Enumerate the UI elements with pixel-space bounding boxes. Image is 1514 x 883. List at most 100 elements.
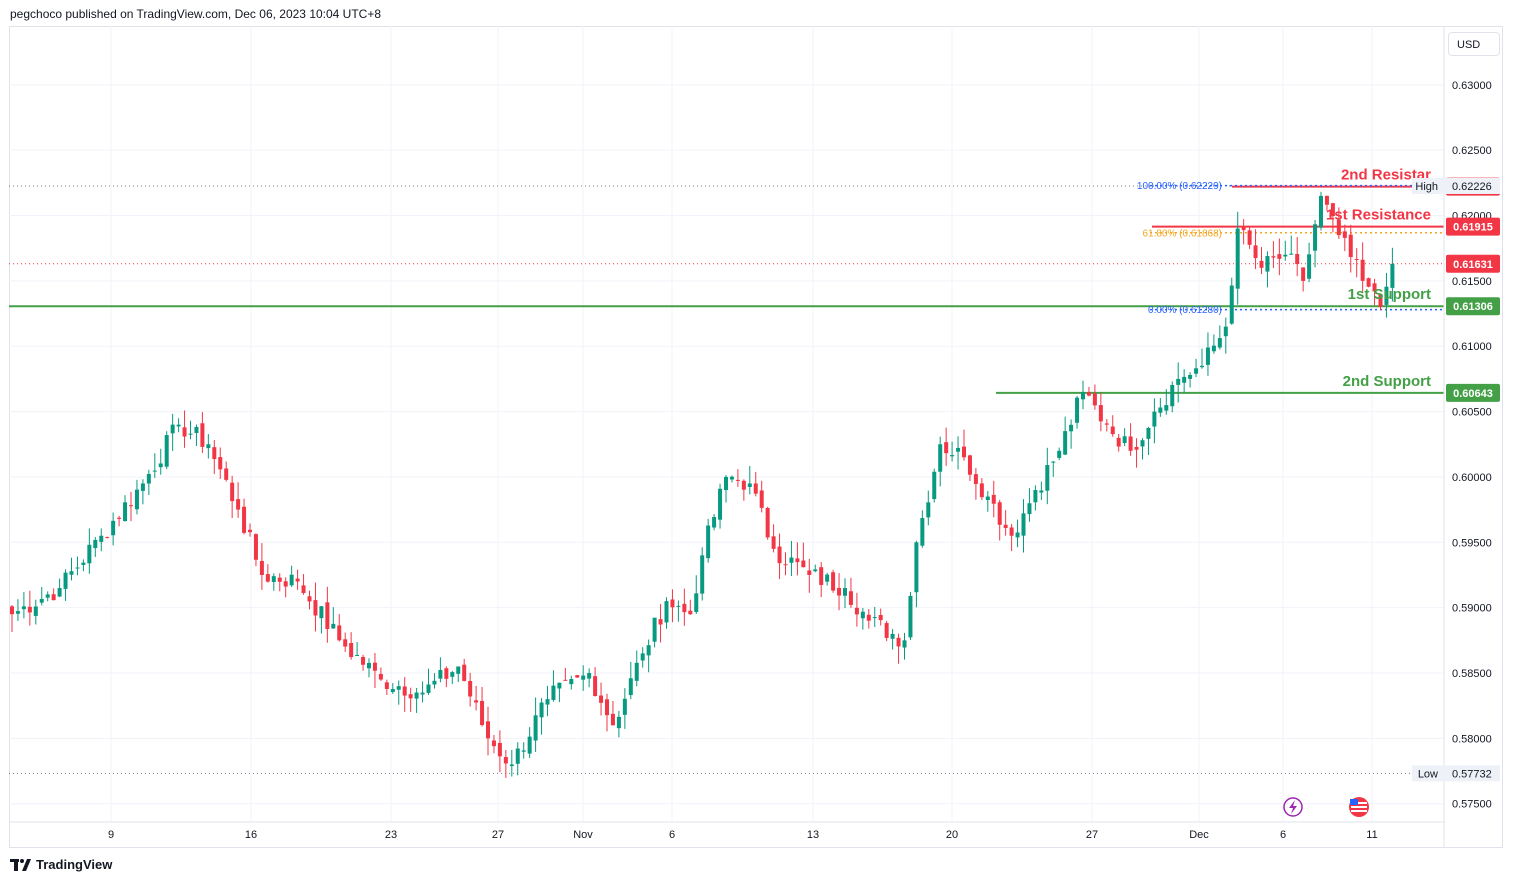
tradingview-footer[interactable]: TradingView <box>10 857 112 872</box>
candle <box>408 687 413 712</box>
candle <box>759 480 764 513</box>
candle <box>807 558 812 593</box>
candle <box>1063 416 1068 456</box>
candle <box>789 540 794 576</box>
candle <box>622 688 627 729</box>
price-tag: 0.61915 <box>1446 217 1500 236</box>
candle <box>105 536 110 539</box>
candle <box>575 674 580 678</box>
candle <box>33 599 38 625</box>
candle <box>1110 415 1115 437</box>
candle <box>367 658 371 678</box>
x-tick-label: 13 <box>807 829 819 841</box>
candle <box>349 632 354 660</box>
candle <box>295 569 300 590</box>
candle <box>39 586 44 606</box>
candle <box>1342 224 1347 252</box>
lightning-icon[interactable] <box>1283 797 1303 817</box>
candle <box>1015 519 1020 548</box>
candle <box>973 467 978 500</box>
candle <box>1200 348 1204 369</box>
candle <box>878 608 883 626</box>
candle <box>1176 362 1181 403</box>
candle <box>331 607 336 629</box>
candle <box>837 573 842 611</box>
brand-name: TradingView <box>36 857 113 872</box>
candle <box>1182 369 1187 393</box>
candle <box>1140 438 1145 460</box>
candle <box>569 675 574 690</box>
candle <box>735 469 740 487</box>
candle <box>1229 277 1234 325</box>
candle <box>747 466 752 495</box>
candle <box>908 591 913 641</box>
svg-text:0.61915: 0.61915 <box>1453 222 1493 234</box>
svg-text:Low: Low <box>1418 768 1438 780</box>
candle <box>378 667 383 682</box>
candle <box>57 578 62 598</box>
candle <box>1188 372 1193 388</box>
candle <box>991 480 996 518</box>
candle <box>75 556 80 576</box>
candle <box>605 693 609 732</box>
x-tick-label: 11 <box>1366 829 1377 841</box>
candle <box>1265 251 1270 288</box>
candle <box>706 518 711 563</box>
candle <box>1205 332 1210 376</box>
level-label: 1st Support <box>1348 286 1431 303</box>
candle <box>848 577 853 608</box>
candle <box>587 668 592 688</box>
candle <box>872 606 877 627</box>
candle <box>843 578 847 609</box>
candle <box>521 742 526 759</box>
candle <box>914 540 919 608</box>
candle <box>361 654 366 671</box>
candle <box>1057 447 1062 461</box>
candle <box>146 469 151 496</box>
svg-text:0.62226: 0.62226 <box>1452 181 1492 193</box>
candle <box>140 479 145 505</box>
candle <box>515 742 520 776</box>
candle <box>414 687 419 713</box>
candle <box>1354 248 1359 278</box>
candle <box>450 670 455 685</box>
candle <box>27 590 32 626</box>
candle <box>491 734 496 754</box>
candle <box>563 667 568 681</box>
candle <box>480 686 485 727</box>
candle <box>343 632 348 652</box>
candle <box>1009 524 1014 552</box>
candle <box>599 682 604 716</box>
candle <box>801 542 806 568</box>
candle <box>688 599 693 615</box>
candle <box>236 482 241 518</box>
candle <box>129 491 133 522</box>
candle <box>123 495 128 522</box>
candle <box>581 665 586 691</box>
candle <box>69 557 74 581</box>
current-price-tag: 0.61631 <box>1446 254 1500 273</box>
x-tick-label: 9 <box>108 829 114 841</box>
candle <box>997 499 1002 541</box>
candle <box>1003 510 1008 536</box>
candle <box>694 575 699 615</box>
y-tick-label: 0.57500 <box>1452 799 1492 811</box>
us-flag-icon[interactable] <box>1349 797 1369 817</box>
y-tick-label: 0.58500 <box>1452 668 1492 680</box>
candle <box>1301 267 1306 292</box>
candle <box>474 685 479 711</box>
y-tick-label: 0.59000 <box>1452 603 1492 615</box>
candle <box>646 639 651 673</box>
candle <box>1378 294 1383 311</box>
candle <box>1324 195 1329 211</box>
candle <box>1307 242 1312 283</box>
candle <box>956 436 961 470</box>
currency-selector[interactable]: USD <box>1448 32 1500 56</box>
candle <box>1235 211 1240 305</box>
candle <box>1313 219 1318 268</box>
candle <box>1092 384 1097 410</box>
candle <box>289 565 294 588</box>
candle <box>860 608 865 630</box>
x-tick-label: 16 <box>245 829 257 841</box>
